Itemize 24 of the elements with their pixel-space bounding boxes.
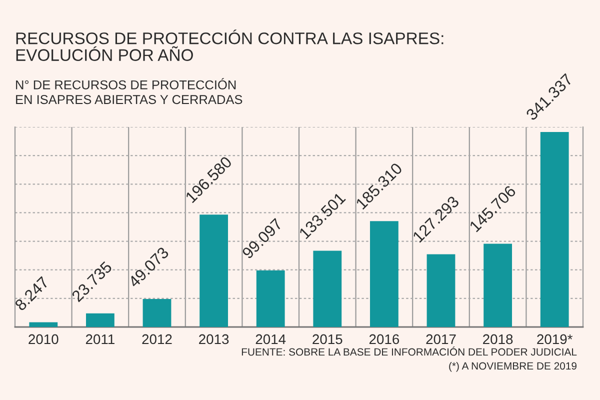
x-tick-label: 2019* [537,334,573,344]
x-tick-label: 2017 [426,334,456,344]
x-tick-label: 2013 [199,334,229,344]
bar [484,244,512,327]
bar [200,214,228,327]
bar [142,298,172,327]
x-tick-label: 2014 [256,334,286,344]
x-tick-label: 2016 [369,334,400,344]
chart-subtitle: N° DE RECURSOS DE PROTECCIÓN EN ISAPRES ABIERTAS Y CERRADAS [16,78,242,104]
x-tick-label: 2011 [86,334,114,344]
bar [86,313,114,327]
bar [370,221,398,327]
x-tick-label: 2018 [483,334,513,344]
text: (*) A NOVIEMBRE DE 2019 [449,362,577,372]
bar [29,322,58,327]
chart-title: RECURSOS DE PROTECCIÓN CONTRA LAS ISAPRES: EVOLUCIÓN POR AÑO [16,30,444,61]
x-tick-label: 2010 [28,334,58,344]
bar [313,250,342,327]
x-tick-label: 2012 [142,334,172,344]
source-note: FUENTE: SOBRE LA BASE DE INFORMACIÓN DEL PODER JUDICIAL [242,346,577,356]
bar [426,254,456,327]
x-tick-label: 2015 [312,334,342,344]
bar [540,132,569,327]
bar [256,270,285,327]
